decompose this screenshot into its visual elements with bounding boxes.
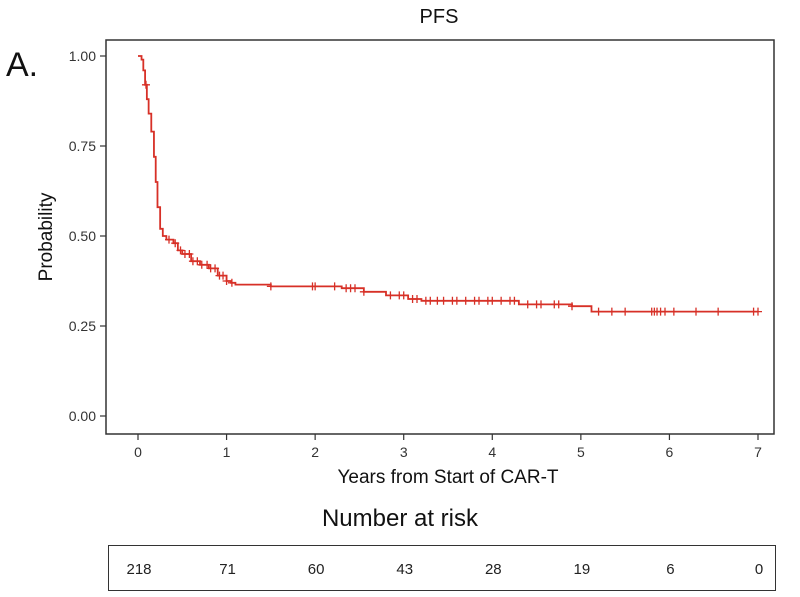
- risk-value: 19: [573, 561, 591, 578]
- censor-mark: [461, 296, 470, 305]
- censor-mark: [714, 307, 723, 316]
- chart-title: PFS: [420, 6, 459, 28]
- x-axis: 0 1 2 3 4 5 6 7: [134, 434, 762, 460]
- censor-mark: [475, 296, 483, 305]
- censor-mark: [692, 307, 700, 316]
- pfs-curve: [138, 55, 758, 313]
- risk-value: 218: [126, 561, 152, 578]
- y-axis-label: Probability: [36, 192, 57, 281]
- censor-mark: [222, 277, 231, 285]
- x-axis-label: Years from Start of CAR-T: [337, 467, 558, 488]
- censor-mark: [266, 282, 275, 291]
- x-tick-label: 0: [134, 444, 142, 460]
- censor-mark: [351, 284, 359, 293]
- x-tick-label: 5: [577, 444, 585, 460]
- censor-mark: [211, 264, 220, 273]
- y-tick-label: 0.00: [69, 408, 96, 424]
- y-tick-label: 0.50: [69, 228, 96, 244]
- censor-mark: [193, 257, 202, 266]
- censor-mark: [185, 250, 194, 258]
- censor-mark: [523, 300, 532, 309]
- x-tick-label: 2: [311, 444, 319, 460]
- x-tick-label: 1: [223, 444, 231, 460]
- censor-mark: [171, 239, 180, 248]
- risk-value: 60: [307, 561, 325, 578]
- y-tick-label: 1.00: [69, 48, 96, 64]
- panel-label: A.: [6, 46, 39, 84]
- risk-value: 43: [396, 561, 414, 578]
- y-tick-label: 0.75: [69, 138, 96, 154]
- risk-value: 71: [219, 561, 236, 578]
- x-tick-label: 3: [400, 444, 408, 460]
- censor-mark: [568, 302, 576, 311]
- plot-frame: [105, 39, 775, 435]
- risk-value: 0: [754, 561, 764, 578]
- censor-marks: [141, 80, 762, 316]
- censor-mark: [497, 296, 506, 305]
- risk-table: 218 71 60 43 28 19 6 0: [108, 545, 776, 591]
- censor-mark: [554, 300, 563, 309]
- censor-mark: [330, 282, 339, 291]
- censor-mark: [413, 295, 421, 303]
- censor-mark: [754, 307, 762, 316]
- censor-mark: [669, 307, 678, 316]
- censor-mark: [621, 307, 630, 316]
- censor-mark: [165, 235, 173, 244]
- censor-mark: [359, 287, 368, 296]
- censor-mark: [426, 296, 435, 305]
- risk-value: 6: [666, 561, 675, 578]
- censor-mark: [510, 296, 519, 305]
- censor-mark: [607, 307, 616, 316]
- censor-mark: [176, 246, 185, 255]
- censor-mark: [219, 271, 228, 280]
- risk-value: 28: [484, 561, 502, 578]
- y-axis: 0.00 0.25 0.50 0.75 1.00: [69, 48, 106, 424]
- censor-mark: [386, 291, 395, 300]
- censor-mark: [399, 291, 408, 300]
- censor-mark: [537, 300, 545, 309]
- x-tick-label: 4: [488, 444, 496, 460]
- censor-mark: [661, 307, 669, 316]
- censor-mark: [203, 260, 212, 269]
- censor-mark: [488, 296, 497, 305]
- km-chart: PFS 0.00 0.25 0.50 0.75 1.00 0 1 2 3 4 5 6 7 Probab…: [36, 6, 775, 488]
- censor-mark: [439, 296, 448, 305]
- x-tick-label: 7: [754, 444, 762, 460]
- censor-mark: [594, 307, 603, 316]
- risk-table-title: Number at risk: [321, 505, 479, 532]
- censor-mark: [311, 282, 320, 291]
- x-tick-label: 6: [666, 444, 674, 460]
- y-tick-label: 0.25: [69, 318, 96, 334]
- censor-mark: [227, 278, 236, 287]
- censor-mark: [452, 296, 461, 305]
- censor-mark: [141, 80, 150, 89]
